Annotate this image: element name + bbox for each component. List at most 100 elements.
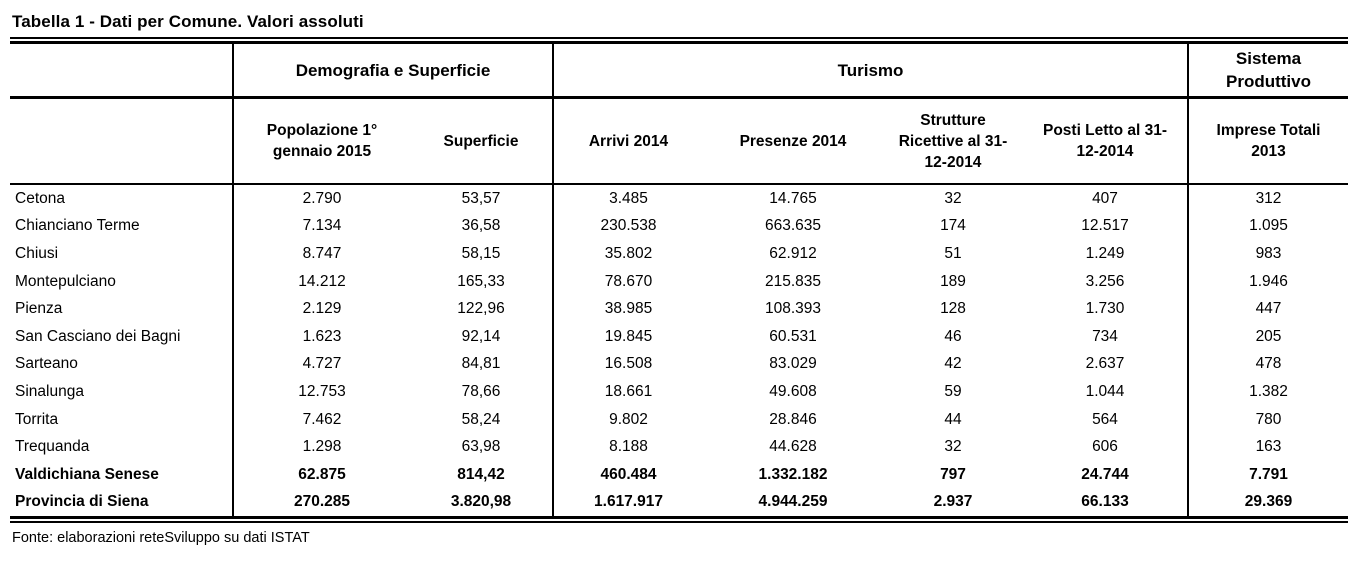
value-cell: 42 bbox=[944, 355, 962, 373]
value-cell: 1.946 bbox=[1249, 272, 1288, 290]
comune-cell: Provincia di Siena bbox=[10, 488, 234, 518]
comune-cell: Cetona bbox=[10, 184, 234, 213]
group-header-row: Demografia e Superficie Turismo Sistema … bbox=[10, 42, 1348, 99]
comune-cell: Sinalunga bbox=[10, 378, 234, 406]
column-header-comune bbox=[10, 97, 234, 185]
value-cell: 66.133 bbox=[1023, 488, 1189, 518]
table-header: Demografia e Superficie Turismo Sistema … bbox=[10, 42, 1348, 185]
value-cell: 28.846 bbox=[769, 410, 817, 428]
column-header-arrivi: Arrivi 2014 bbox=[553, 97, 703, 185]
value-cell: 18.661 bbox=[604, 382, 653, 400]
value-cell: 270.285 bbox=[293, 493, 351, 511]
value-cell: 478 bbox=[1255, 355, 1282, 373]
value-cell: 1.332.182 bbox=[758, 465, 828, 483]
value-cell: 797 bbox=[940, 465, 966, 483]
value-cell: 24.744 bbox=[1023, 460, 1189, 489]
table-row: Pienza 2.129 122,96 38.985 108.393 128 1.730 44… bbox=[10, 295, 1348, 323]
value-cell: 14.765 bbox=[769, 189, 817, 207]
value-cell: 407 bbox=[1023, 184, 1189, 213]
table-row: Sinalunga 12.753 78,66 18.661 49.608 59 1.044 1… bbox=[10, 378, 1348, 406]
value-cell: 63,98 bbox=[410, 433, 554, 461]
value-cell: 16.508 bbox=[604, 355, 653, 373]
value-cell: 1.730 bbox=[1023, 295, 1189, 323]
group-header-empty bbox=[10, 42, 234, 99]
value-cell: 62.912 bbox=[769, 244, 817, 262]
value-cell: 215.835 bbox=[764, 272, 822, 290]
table-row: Chianciano Terme 7.134 36,58 230.538 663.635… bbox=[10, 212, 1348, 241]
table-row: Torrita 7.462 58,24 9.802 28.846 44 564 780 bbox=[10, 405, 1348, 434]
value-cell: 58,24 bbox=[410, 405, 554, 434]
value-cell: 2.790 bbox=[302, 189, 342, 207]
comune-cell: San Casciano dei Bagni bbox=[10, 322, 234, 351]
value-cell: 1.044 bbox=[1023, 378, 1189, 406]
comune-cell: Montepulciano bbox=[10, 267, 234, 296]
value-cell: 14.212 bbox=[298, 272, 346, 290]
comune-cell: Valdichiana Senese bbox=[10, 460, 234, 489]
value-cell: 230.538 bbox=[600, 217, 657, 235]
column-header-imprese-totali: Imprese Totali 2013 bbox=[1188, 97, 1348, 185]
table-row: Chiusi 8.747 58,15 35.802 62.912 51 1.249 983 bbox=[10, 240, 1348, 268]
value-cell: 2.937 bbox=[933, 493, 973, 511]
value-cell: 78.670 bbox=[604, 272, 653, 290]
value-cell: 312 bbox=[1255, 189, 1282, 207]
value-cell: 163 bbox=[1255, 438, 1282, 456]
value-cell: 35.802 bbox=[604, 244, 653, 262]
value-cell: 447 bbox=[1255, 300, 1282, 318]
comune-cell: Torrita bbox=[10, 405, 234, 434]
value-cell: 780 bbox=[1255, 410, 1282, 428]
value-cell: 2.129 bbox=[302, 300, 342, 318]
value-cell: 92,14 bbox=[410, 322, 554, 351]
value-cell: 606 bbox=[1023, 433, 1189, 461]
group-header-sistema-produttivo: Sistema Produttivo bbox=[1188, 42, 1348, 99]
value-cell: 814,42 bbox=[410, 460, 554, 489]
column-header-superficie: Superficie bbox=[410, 97, 554, 185]
value-cell: 19.845 bbox=[604, 327, 653, 345]
top-rule-thin bbox=[10, 37, 1348, 39]
column-header-popolazione: Popolazione 1° gennaio 2015 bbox=[233, 97, 410, 185]
value-cell: 44.628 bbox=[769, 438, 817, 456]
value-cell: 53,57 bbox=[410, 184, 554, 213]
value-cell: 44 bbox=[944, 410, 962, 428]
value-cell: 32 bbox=[944, 438, 962, 456]
column-header-presenze: Presenze 2014 bbox=[703, 97, 883, 185]
value-cell: 4.727 bbox=[302, 355, 342, 373]
group-header-demografia-superficie: Demografia e Superficie bbox=[233, 42, 554, 99]
value-cell: 1.617.917 bbox=[594, 493, 663, 511]
value-cell: 59 bbox=[944, 382, 962, 400]
value-cell: 4.944.259 bbox=[758, 493, 828, 511]
value-cell: 3.820,98 bbox=[410, 488, 554, 518]
value-cell: 205 bbox=[1255, 327, 1282, 345]
value-cell: 1.382 bbox=[1249, 382, 1288, 400]
value-cell: 62.875 bbox=[298, 465, 346, 483]
value-cell: 3.256 bbox=[1023, 267, 1189, 296]
bottom-rule-thin bbox=[10, 521, 1348, 524]
value-cell: 1.623 bbox=[302, 327, 342, 345]
value-cell: 174 bbox=[940, 217, 966, 235]
table-row: Cetona 2.790 53,57 3.485 14.765 32 407 312 bbox=[10, 184, 1348, 213]
table-body: Cetona 2.790 53,57 3.485 14.765 32 407 312 Chian… bbox=[10, 184, 1348, 518]
value-cell: 1.095 bbox=[1249, 217, 1288, 235]
document-page: Tabella 1 - Dati per Comune. Valori asso… bbox=[0, 12, 1365, 573]
value-cell: 51 bbox=[944, 244, 962, 262]
value-cell: 58,15 bbox=[410, 240, 554, 268]
value-cell: 1.249 bbox=[1023, 240, 1189, 268]
comune-cell: Sarteano bbox=[10, 350, 234, 379]
value-cell: 108.393 bbox=[764, 300, 822, 318]
value-cell: 84,81 bbox=[410, 350, 554, 379]
value-cell: 29.369 bbox=[1244, 493, 1293, 511]
value-cell: 78,66 bbox=[410, 378, 554, 406]
table-title: Tabella 1 - Dati per Comune. Valori asso… bbox=[12, 12, 364, 31]
group-header-turismo: Turismo bbox=[553, 42, 1189, 99]
value-cell: 7.791 bbox=[1249, 465, 1288, 483]
comune-cell: Trequanda bbox=[10, 433, 234, 461]
value-cell: 12.753 bbox=[298, 382, 346, 400]
value-cell: 1.298 bbox=[302, 438, 342, 456]
value-cell: 8.747 bbox=[302, 244, 342, 262]
table-row: Sarteano 4.727 84,81 16.508 83.029 42 2.637 478 bbox=[10, 350, 1348, 379]
value-cell: 189 bbox=[940, 272, 966, 290]
value-cell: 36,58 bbox=[410, 212, 554, 241]
value-cell: 165,33 bbox=[410, 267, 554, 296]
comune-cell: Chianciano Terme bbox=[10, 212, 234, 241]
value-cell: 46 bbox=[944, 327, 962, 345]
value-cell: 128 bbox=[940, 300, 966, 318]
